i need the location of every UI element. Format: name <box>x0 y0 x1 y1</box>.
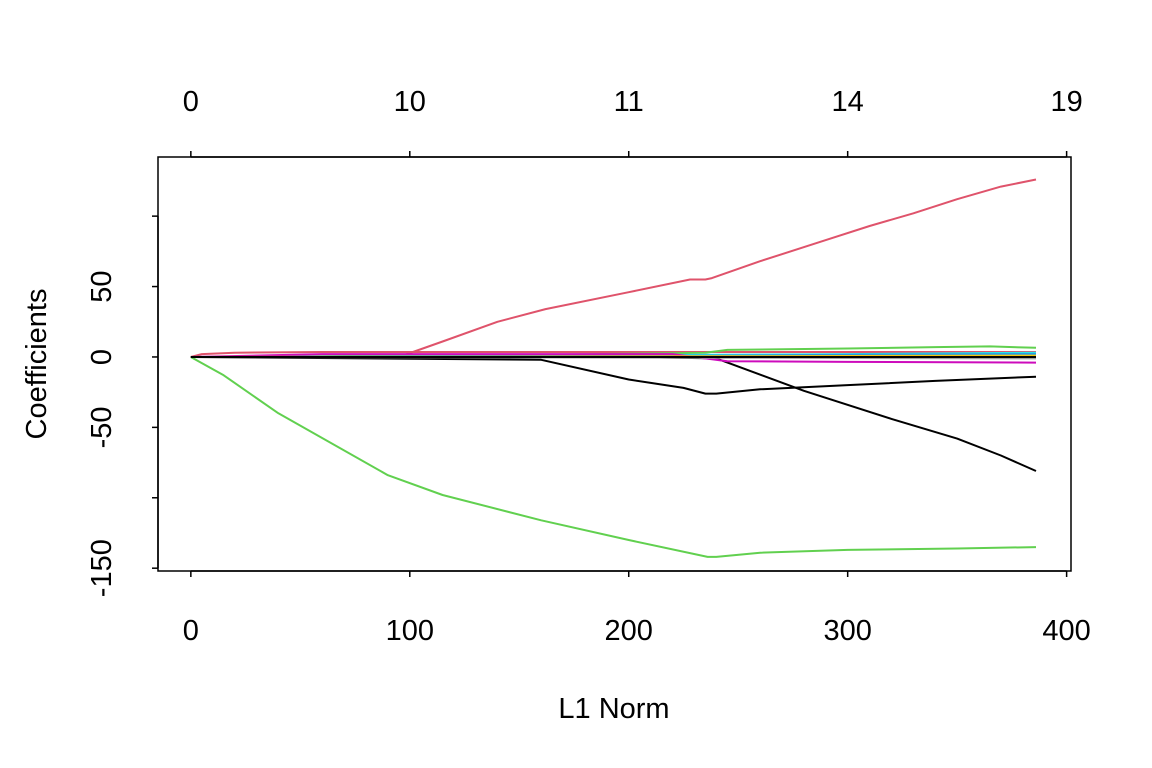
x-axis-label: L1 Norm <box>558 693 669 725</box>
top-tick-label: 14 <box>832 86 864 118</box>
y-tick-label: -150 <box>86 539 118 597</box>
top-tick-label: 0 <box>183 86 199 118</box>
y-tick-label: 50 <box>86 270 118 302</box>
x-tick-label: 200 <box>605 615 653 647</box>
top-tick-label: 19 <box>1050 86 1082 118</box>
series-line-3 <box>190 356 1037 558</box>
series-line-5 <box>190 356 1037 395</box>
y-axis: -150 -50 0 50 <box>86 215 159 597</box>
x-tick-label: 300 <box>823 615 871 647</box>
x-tick-label: 0 <box>183 615 199 647</box>
y-axis-label: Coefficients <box>21 289 53 440</box>
top-tick-label: 11 <box>614 86 644 118</box>
plot-frame <box>157 156 1072 572</box>
y-tick-label: -50 <box>86 406 118 448</box>
series-layer <box>190 178 1037 558</box>
x-tick-label: 100 <box>386 615 434 647</box>
series-line-6 <box>190 356 1037 472</box>
x-tick-label: 400 <box>1042 615 1090 647</box>
top-axis: 0 10 11 14 19 <box>183 86 1083 158</box>
series-line-1 <box>190 178 1037 358</box>
y-tick-label: 0 <box>86 349 118 365</box>
x-axis: 0 100 200 300 400 <box>183 570 1091 647</box>
top-tick-label: 10 <box>394 86 426 118</box>
